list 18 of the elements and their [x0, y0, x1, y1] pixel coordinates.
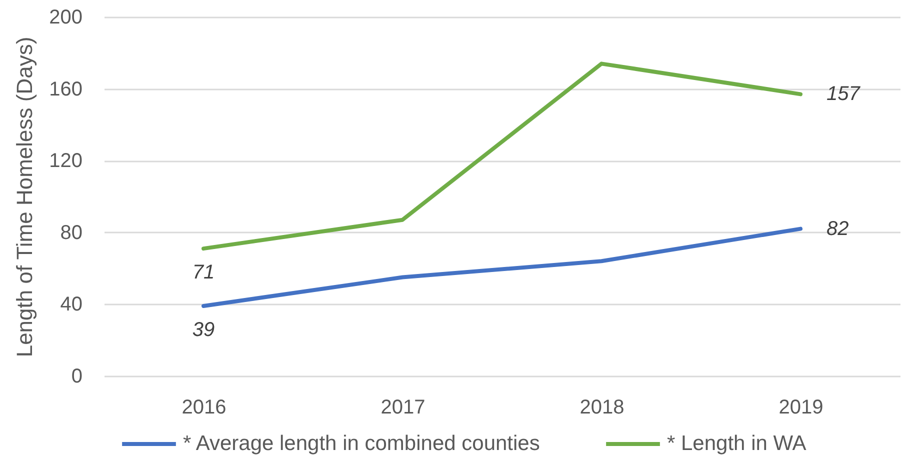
- y-tick-label: 0: [71, 366, 82, 388]
- data-label: 82: [826, 218, 849, 240]
- y-tick-label: 200: [49, 6, 82, 28]
- y-tick-label: 160: [49, 78, 82, 100]
- y-axis-title: Length of Time Homeless (Days): [12, 36, 38, 358]
- y-tick-label: 80: [60, 222, 82, 244]
- data-label: 157: [826, 83, 861, 106]
- line-series: [202, 62, 802, 251]
- data-label: 71: [192, 262, 215, 284]
- x-tick-label: 2019: [778, 396, 824, 418]
- y-tick-label: 120: [49, 150, 82, 172]
- legend-label: * Average length in combined counties: [183, 432, 540, 455]
- legend-label: * Length in WA: [667, 432, 806, 455]
- x-tick-label: 2018: [580, 396, 624, 418]
- x-tick-label: 2016: [182, 396, 226, 418]
- data-label: 39: [192, 318, 215, 341]
- x-tick-label: 2017: [380, 396, 426, 418]
- y-tick-label: 40: [60, 294, 82, 316]
